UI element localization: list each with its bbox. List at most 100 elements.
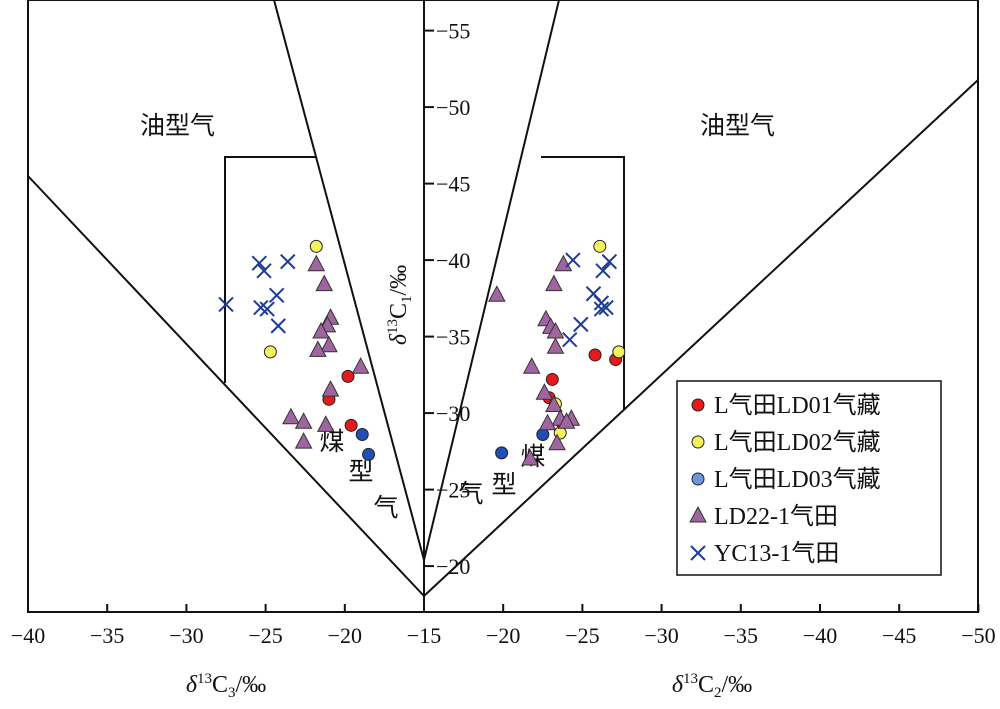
x-tick-label: −25 — [248, 623, 282, 648]
point-x-series-4 — [259, 301, 275, 317]
legend-marker — [690, 545, 706, 561]
point-circle-series-0 — [344, 418, 358, 432]
point-triangle-series-3 — [351, 357, 370, 374]
legend-label: YC13-1气田 — [714, 540, 839, 567]
c3-left-boundary — [27, 175, 425, 597]
point-triangle-series-3 — [294, 432, 313, 449]
region-lines — [27, 0, 979, 597]
point-x-series-4 — [565, 252, 581, 268]
coal-gas-labels: 煤型气煤型气 — [319, 427, 545, 522]
y-tick-label: −20 — [436, 554, 470, 579]
point-triangle-series-3 — [546, 337, 565, 354]
data-marks — [218, 239, 626, 466]
coal-gas-label-char: 气 — [373, 493, 398, 522]
point-triangle-series-3 — [312, 321, 330, 339]
coal-gas-label-char: 气 — [458, 479, 483, 508]
point-x-series-4 — [601, 253, 618, 270]
y-axis: −20 −25 −30 −35 −40 −45 −50 −55 δ13C1/‰ — [385, 0, 470, 612]
point-triangle-series-3 — [557, 412, 576, 429]
point-x-series-4 — [268, 287, 285, 303]
legend-marker — [691, 398, 705, 412]
y-tick-label: −30 — [436, 401, 470, 426]
y-tick-label: −40 — [436, 248, 470, 273]
point-x-series-4 — [251, 255, 267, 271]
x-tick-label: −40 — [803, 623, 837, 648]
point-triangle-series-3 — [320, 335, 338, 353]
y-axis-label: δ13C1/‰ — [385, 265, 415, 345]
point-triangle-series-3 — [316, 415, 335, 432]
legend-marker — [691, 472, 705, 486]
x-tick-label: −40 — [11, 623, 45, 648]
point-x-series-4 — [218, 296, 234, 313]
point-triangle-series-3 — [545, 274, 563, 292]
point-x-series-4 — [253, 299, 269, 316]
point-x-series-4 — [280, 253, 296, 270]
c2-coal-gas-box — [541, 156, 625, 410]
point-x-series-4 — [256, 263, 272, 279]
region-label-oil-gas-left: 油型气 — [140, 111, 215, 140]
x-tick-label: −30 — [169, 623, 203, 648]
point-x-series-4 — [593, 301, 610, 317]
y-tick-label: −25 — [436, 478, 470, 503]
c2-upper-boundary — [423, 0, 560, 561]
x-tick-label: −50 — [961, 623, 995, 648]
point-triangle-series-3 — [522, 357, 541, 374]
point-circle-series-2 — [495, 446, 509, 460]
point-triangle-series-3 — [488, 285, 506, 302]
point-triangle-series-3 — [307, 254, 326, 272]
point-triangle-series-3 — [535, 383, 554, 400]
point-x-series-4 — [270, 318, 286, 334]
x-tick-label: −45 — [882, 623, 916, 648]
legend-marker — [691, 435, 705, 449]
point-circle-series-2 — [536, 428, 550, 442]
point-circle-series-1 — [263, 345, 277, 359]
x-tick-label: −35 — [724, 623, 758, 648]
point-x-series-4 — [595, 263, 611, 279]
c3-coal-gas-box — [224, 156, 316, 383]
c2-right-boundary — [423, 79, 979, 597]
point-x-series-4 — [562, 331, 578, 348]
c3-upper-boundary — [273, 0, 425, 561]
x-tick-label: −35 — [90, 623, 124, 648]
point-triangle-series-3 — [282, 407, 300, 425]
point-triangle-series-3 — [315, 274, 334, 292]
x-axis-label-c2: δ13C2/‰ — [672, 671, 752, 701]
point-x-series-4 — [573, 316, 589, 333]
legend-label: L气田LD02气藏 — [714, 429, 881, 456]
point-circle-series-0 — [588, 348, 602, 362]
point-triangle-series-3 — [545, 395, 563, 412]
point-triangle-series-3 — [538, 413, 557, 431]
point-triangle-series-3 — [321, 380, 340, 397]
point-circle-series-0 — [545, 372, 559, 386]
point-circle-series-0 — [341, 369, 355, 383]
y-tick-label: −55 — [436, 19, 470, 44]
legend-label: L气田LD01气藏 — [714, 392, 881, 419]
point-triangle-series-3 — [521, 448, 539, 466]
x-tick-label: −15 — [407, 623, 441, 648]
point-circle-series-1 — [612, 345, 626, 359]
point-circle-series-1 — [593, 239, 607, 253]
legend-marker — [689, 505, 707, 523]
coal-gas-label-char: 型 — [491, 470, 516, 499]
x-axis-label-c3: δ13C3/‰ — [186, 671, 266, 701]
point-triangle-series-3 — [548, 433, 566, 451]
legend: L气田LD01气藏 L气田LD02气藏 L气田LD03气藏 LD22-1气田 YC13-… — [676, 380, 942, 576]
point-circle-series-1 — [309, 239, 323, 253]
point-x-series-4 — [598, 299, 614, 316]
x-tick-label: −25 — [565, 623, 599, 648]
point-triangle-series-3 — [294, 412, 313, 429]
point-circle-series-2 — [355, 428, 369, 442]
x-tick-label: −30 — [644, 623, 678, 648]
y-tick-label: −35 — [436, 325, 470, 350]
x-ticks: −40 −35 −30 −25 −20 −15 −20 −25 −30 −35 −40 −45 −50 — [11, 604, 996, 648]
legend-label: L气田LD03气藏 — [714, 466, 881, 493]
point-circle-series-2 — [362, 447, 376, 461]
y-tick-label: −50 — [436, 95, 470, 120]
x-tick-label: −20 — [328, 623, 362, 648]
region-label-oil-gas-right: 油型气 — [700, 111, 775, 140]
y-ticks: −20 −25 −30 −35 −40 −45 −50 −55 — [424, 19, 470, 579]
point-triangle-series-3 — [309, 340, 327, 357]
legend-box — [676, 380, 942, 576]
coal-gas-label-char: 型 — [348, 457, 373, 486]
